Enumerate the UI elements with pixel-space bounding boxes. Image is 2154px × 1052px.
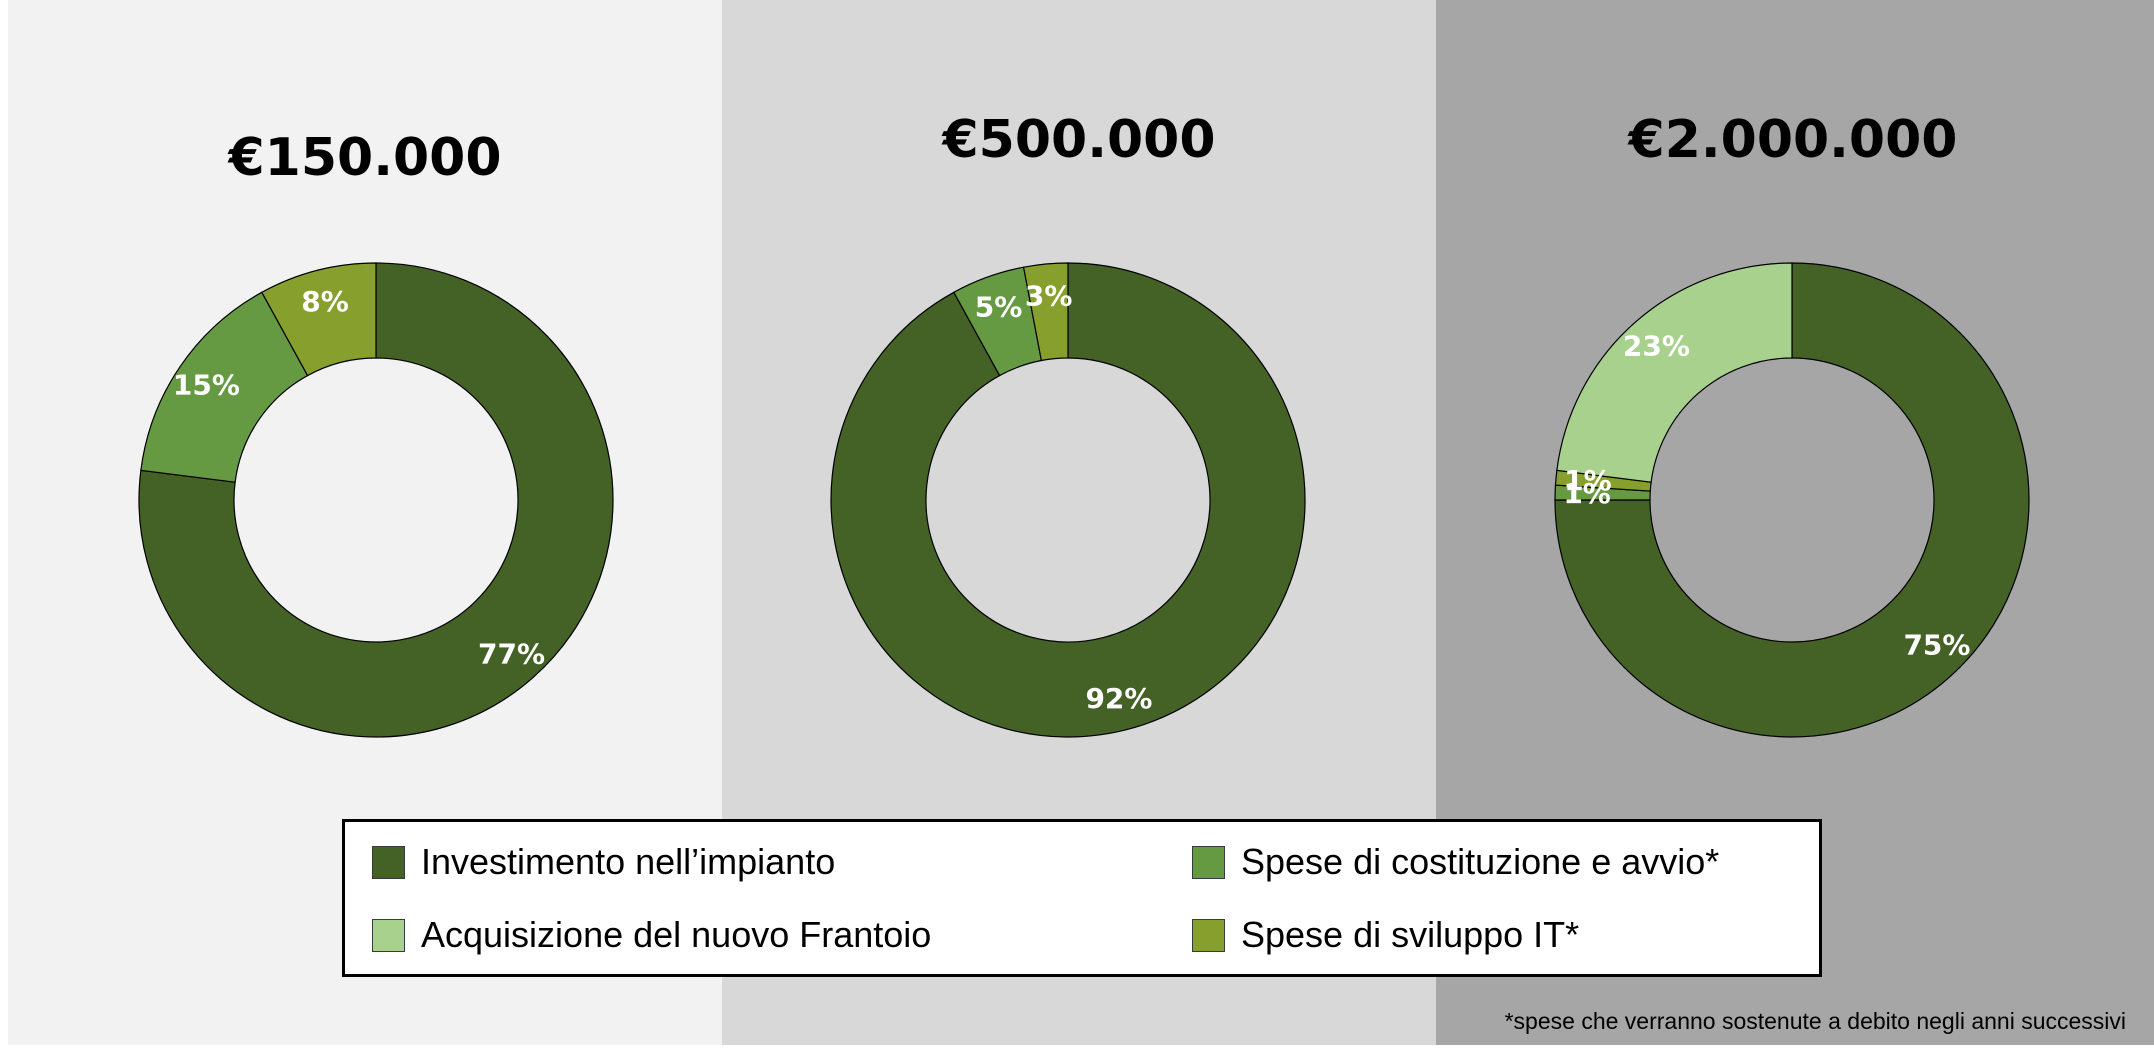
data-label-spese-di-sviluppo-it: 3% bbox=[1025, 279, 1073, 312]
donut-chart-2m: 75% 1%1% 23% bbox=[1554, 262, 2030, 738]
legend-item-acquisizione-frantoio: Acquisizione del nuovo Frantoio bbox=[372, 914, 932, 955]
data-label-spese-di-costituzione-e-avvio: 5% bbox=[975, 291, 1023, 324]
donut-slice-investimento-nellimpianto bbox=[1554, 262, 2030, 738]
legend-label-spese-sviluppo-it: Spese di sviluppo IT* bbox=[1241, 914, 1580, 955]
legend-swatch-spese-costituzione bbox=[1192, 845, 1225, 879]
data-label-spese-di-costituzione-e-avvio: 1% bbox=[1563, 477, 1611, 510]
legend-label-investimento: Investimento nell’impianto bbox=[421, 841, 836, 882]
legend-item-investimento: Investimento nell’impianto bbox=[372, 841, 836, 882]
donut-chart-150k: 77% 15% 8% bbox=[138, 262, 614, 738]
donut-slice-acquisizione-del-nuovo-frantoio bbox=[1556, 262, 1793, 483]
donut-slice-spese-di-sviluppo-it bbox=[1022, 262, 1069, 362]
donut-slice-investimento-nellimpianto bbox=[138, 262, 614, 738]
donut-slice-spese-di-sviluppo-it bbox=[261, 262, 377, 377]
chart-title-150k: €150.000 bbox=[228, 128, 502, 188]
legend-swatch-acquisizione-frantoio bbox=[372, 918, 405, 952]
chart-title-500k: €500.000 bbox=[942, 110, 1216, 170]
footnote: *spese che verranno sostenute a debito n… bbox=[1504, 1008, 2126, 1034]
legend-label-acquisizione-frantoio: Acquisizione del nuovo Frantoio bbox=[421, 914, 932, 955]
data-label-investimento-nellimpianto: 92% bbox=[1085, 682, 1152, 715]
data-label-spese-di-sviluppo-it: 8% bbox=[301, 285, 349, 318]
donut-chart-500k: 92% 5% 3% bbox=[830, 262, 1306, 738]
chart-legend: Investimento nell’impianto Spese di cost… bbox=[342, 819, 1822, 977]
chart-title-2m: €2.000.000 bbox=[1628, 110, 1958, 170]
donut-slice-investimento-nellimpianto bbox=[830, 262, 1306, 738]
data-label-investimento-nellimpianto: 75% bbox=[1903, 628, 1970, 661]
legend-swatch-spese-sviluppo-it bbox=[1192, 918, 1225, 952]
data-label-acquisizione-del-nuovo-frantoio: 23% bbox=[1623, 330, 1690, 363]
legend-label-spese-costituzione: Spese di costituzione e avvio* bbox=[1241, 841, 1720, 882]
data-label-investimento-nellimpianto: 77% bbox=[478, 637, 545, 670]
data-label-spese-di-sviluppo-it: 1% bbox=[1564, 464, 1612, 497]
data-label-spese-di-costituzione-e-avvio: 15% bbox=[173, 368, 240, 401]
legend-item-spese-costituzione: Spese di costituzione e avvio* bbox=[1192, 841, 1720, 882]
legend-swatch-investimento bbox=[372, 845, 405, 879]
legend-item-spese-sviluppo-it: Spese di sviluppo IT* bbox=[1192, 914, 1580, 955]
